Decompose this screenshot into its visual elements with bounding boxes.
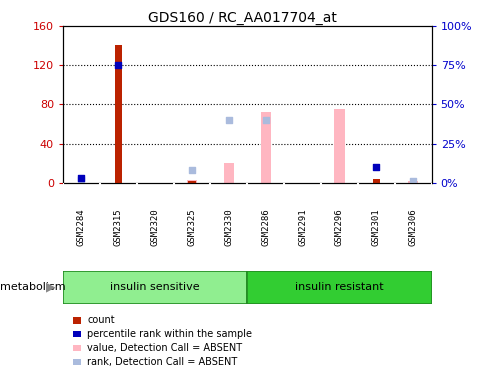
Text: rank, Detection Call = ABSENT: rank, Detection Call = ABSENT (87, 357, 237, 366)
Text: GSM2315: GSM2315 (114, 208, 122, 246)
Point (225, 117, 232, 123)
Text: GSM2301: GSM2301 (371, 208, 380, 246)
Text: insulin sensitive: insulin sensitive (110, 282, 199, 292)
Point (77, 175, 85, 181)
Point (77, 177, 85, 183)
Bar (223, 163, 234, 183)
FancyBboxPatch shape (63, 271, 247, 304)
Text: GSM2296: GSM2296 (334, 208, 343, 246)
Bar (114, 45, 122, 183)
Text: value, Detection Call = ABSENT: value, Detection Call = ABSENT (87, 343, 242, 353)
Text: GSM2320: GSM2320 (151, 208, 159, 246)
Bar (372, 179, 379, 183)
Text: metabolism: metabolism (0, 282, 65, 292)
Point (408, 179, 416, 184)
Text: insulin resistant: insulin resistant (295, 282, 383, 292)
Text: GSM2286: GSM2286 (261, 208, 270, 246)
Text: GSM2306: GSM2306 (408, 208, 417, 246)
Text: GSM2284: GSM2284 (77, 208, 86, 246)
Text: GSM2291: GSM2291 (298, 208, 306, 246)
Point (114, 62, 122, 68)
Bar (407, 181, 418, 183)
Text: GSM2325: GSM2325 (187, 208, 196, 246)
Point (261, 117, 269, 123)
Point (372, 164, 379, 170)
Text: GSM2330: GSM2330 (224, 208, 233, 246)
Bar (186, 180, 197, 183)
Text: ▶: ▶ (46, 281, 56, 294)
Point (188, 168, 196, 173)
Text: count: count (87, 315, 115, 325)
Bar (188, 181, 196, 183)
Text: percentile rank within the sample: percentile rank within the sample (87, 329, 252, 339)
FancyBboxPatch shape (247, 271, 431, 304)
Text: GDS160 / RC_AA017704_at: GDS160 / RC_AA017704_at (148, 11, 336, 25)
Bar (333, 109, 344, 183)
Bar (260, 112, 271, 183)
